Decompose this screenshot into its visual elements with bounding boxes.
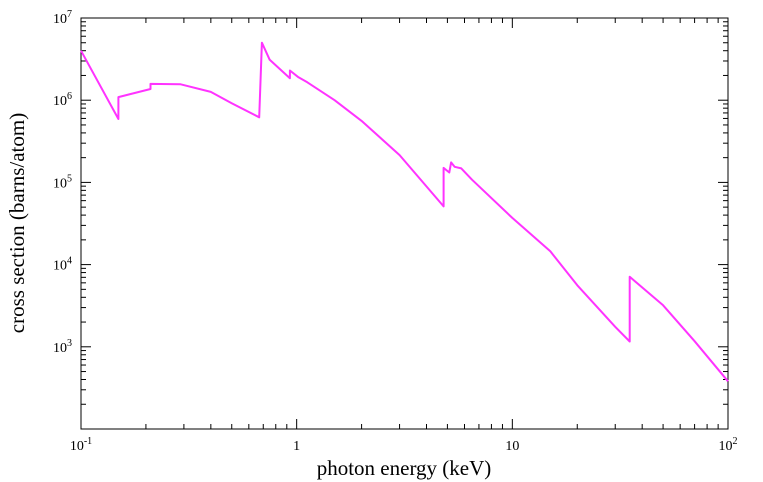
x-tick-label: 102 [719,436,738,454]
axis-ticks [80,17,729,430]
y-tick-label: 106 [53,91,72,109]
x-tick-labels: 10-1 1 10 102 [70,436,738,454]
x-tick-label: 10-1 [70,436,92,454]
y-tick-label: 105 [53,173,72,191]
y-tick-label: 104 [53,256,72,274]
series-line [80,41,729,382]
y-tick-label: 107 [53,9,72,27]
x-tick-label: 10 [505,439,519,454]
y-tick-label: 103 [53,338,72,356]
plot-frame [80,17,729,430]
y-axis-title: cross section (barns/atom) [5,113,29,333]
y-tick-labels: 103 104 105 106 107 [53,9,72,356]
series-layer [80,41,729,382]
x-tick-label: 1 [293,439,300,454]
x-axis-title: photon energy (keV) [317,456,492,480]
